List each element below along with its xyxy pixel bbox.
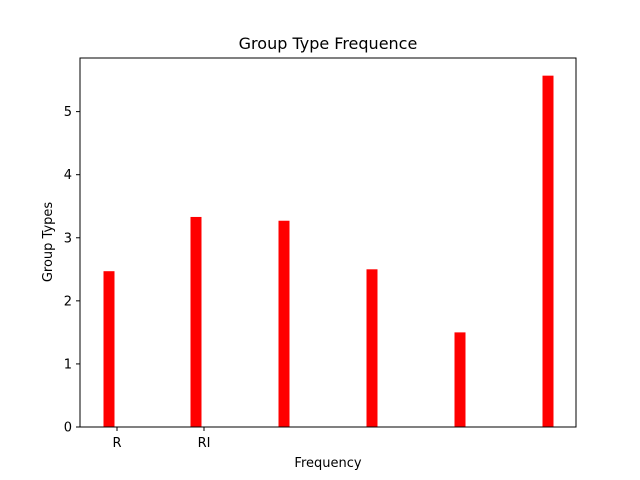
y-axis-label: Group Types <box>41 202 56 283</box>
y-tick-label-0: 0 <box>64 421 72 436</box>
x-axis-label: Frequency <box>294 456 361 471</box>
y-tick-label-2: 2 <box>64 294 72 309</box>
x-tick-label-1: RI <box>198 436 211 451</box>
bar-3 <box>366 269 378 427</box>
y-tick-label-3: 3 <box>64 231 72 246</box>
y-tick-label-1: 1 <box>64 357 72 372</box>
x-tick-label-0: R <box>112 436 121 451</box>
plot-frame <box>79 57 577 428</box>
chart-title: Group Type Frequence <box>239 34 418 53</box>
bar-0 <box>103 271 115 427</box>
bar-5 <box>542 75 554 428</box>
bar-1 <box>190 216 202 427</box>
bar-2 <box>278 220 290 427</box>
y-tick-label-4: 4 <box>64 168 72 183</box>
y-axis-ticks: 0 1 2 3 4 5 <box>64 105 80 436</box>
y-tick-label-5: 5 <box>64 105 72 120</box>
bar-4 <box>454 332 466 427</box>
x-axis-ticks: R RI <box>112 427 210 451</box>
bars-group <box>103 75 554 428</box>
